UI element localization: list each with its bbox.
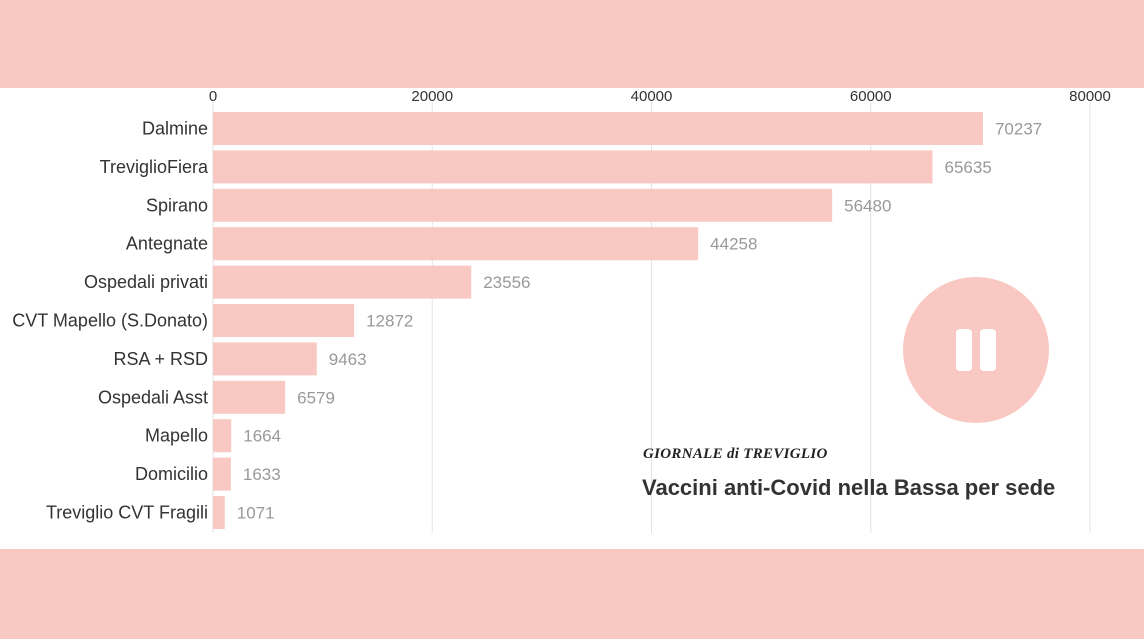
category-label: Treviglio CVT Fragili — [46, 503, 208, 523]
category-label: TreviglioFiera — [100, 157, 209, 177]
category-label: CVT Mapello (S.Donato) — [12, 311, 208, 331]
category-label: Ospedali Asst — [98, 387, 208, 407]
bar-9 — [213, 457, 231, 491]
x-tick-label: 60000 — [850, 88, 892, 105]
x-tick-label: 20000 — [411, 88, 453, 105]
bar-10 — [213, 496, 225, 529]
top-banner — [0, 0, 1144, 88]
category-label: Dalmine — [142, 119, 208, 139]
bar-1 — [213, 150, 933, 184]
bottom-banner — [0, 549, 1144, 639]
newspaper-logo: GIORNALE di TREVIGLIO — [643, 446, 828, 462]
value-label: 65635 — [945, 158, 992, 177]
value-label: 12872 — [366, 312, 413, 331]
bar-0 — [213, 112, 983, 145]
x-axis-ticks: 0 20000 40000 60000 80000 — [209, 88, 1111, 105]
category-labels: Dalmine TreviglioFiera Spirano Antegnate Osp… — [12, 119, 209, 523]
x-tick-label: 40000 — [631, 88, 673, 105]
bar-4 — [213, 265, 472, 299]
value-label: 1664 — [243, 427, 281, 446]
chart-title: Vaccini anti-Covid nella Bassa per sede — [642, 475, 1056, 500]
x-tick-label: 0 — [209, 88, 217, 105]
category-label: RSA + RSD — [113, 349, 208, 369]
bar-5 — [213, 304, 355, 337]
value-label: 56480 — [844, 196, 891, 215]
bar-2 — [213, 188, 833, 222]
bars-layer — [213, 112, 983, 529]
category-label: Antegnate — [126, 234, 208, 254]
value-label: 44258 — [710, 235, 757, 254]
value-label: 23556 — [483, 273, 530, 292]
category-label: Ospedali privati — [84, 272, 208, 292]
x-tick-label: 80000 — [1069, 88, 1111, 105]
bar-3 — [213, 227, 699, 261]
category-label: Mapello — [145, 426, 208, 446]
value-label: 70237 — [995, 120, 1042, 139]
category-label: Spirano — [146, 195, 208, 215]
value-label: 1071 — [237, 504, 275, 523]
pause-button[interactable] — [903, 277, 1049, 423]
bar-6 — [213, 342, 317, 376]
value-label: 1633 — [243, 465, 281, 484]
value-label: 9463 — [329, 350, 367, 369]
bar-8 — [213, 419, 232, 453]
bar-7 — [213, 380, 286, 414]
category-label: Domicilio — [135, 464, 208, 484]
value-label: 6579 — [297, 388, 335, 407]
